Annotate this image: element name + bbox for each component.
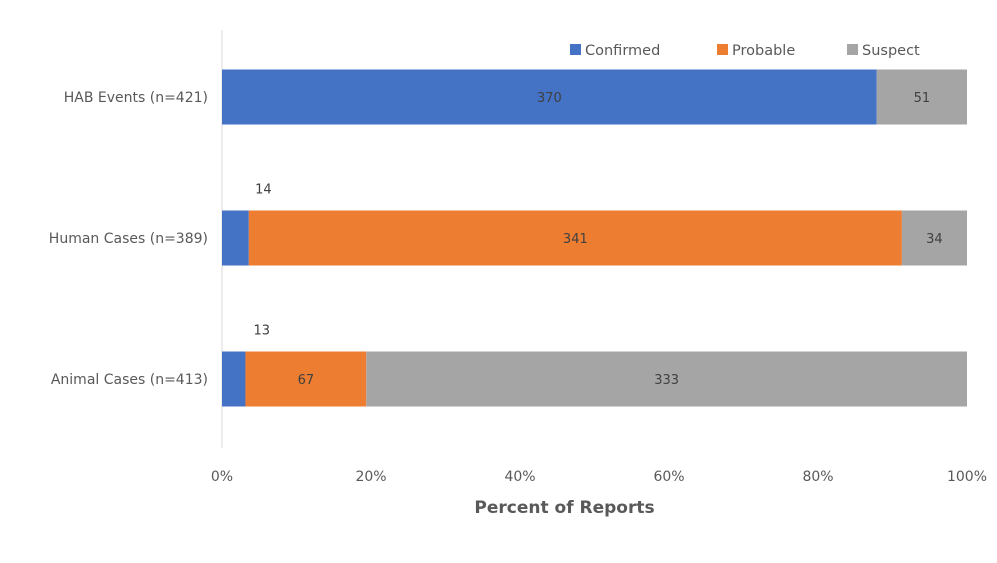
legend-swatch-suspect (847, 44, 858, 55)
x-tick-label: 40% (504, 469, 535, 485)
bar-human-cases-suspect (901, 210, 967, 266)
bar-human-cases-confirmed (222, 210, 249, 266)
x-axis-ticks: 0% 20% 40% 60% 80% 100% (211, 469, 987, 485)
x-tick-label: 60% (653, 469, 684, 485)
legend-swatch-confirmed (570, 44, 581, 55)
category-labels: HAB Events (n=421) Human Cases (n=389) Ani… (49, 90, 208, 388)
bar-animal-cases-suspect (366, 351, 967, 407)
category-label-human-cases: Human Cases (n=389) (49, 231, 208, 247)
legend-label-confirmed: Confirmed (585, 43, 660, 59)
x-tick-label: 100% (947, 469, 987, 485)
legend: Confirmed Probable Suspect (570, 43, 920, 59)
data-label-hab-events-confirmed: 370 (537, 91, 562, 106)
legend-label-probable: Probable (732, 43, 795, 59)
legend-swatch-probable (717, 44, 728, 55)
data-label-hab-events-suspect: 51 (914, 91, 931, 106)
data-label-animal-cases-probable: 67 (298, 373, 315, 388)
data-label-human-cases-suspect: 34 (926, 232, 943, 247)
data-label-animal-cases-confirmed: 13 (253, 324, 270, 339)
bars: 370 51 14 341 34 13 67 333 (222, 69, 967, 407)
category-label-animal-cases: Animal Cases (n=413) (51, 372, 208, 388)
x-tick-label: 0% (211, 469, 233, 485)
data-label-human-cases-probable: 341 (563, 232, 588, 247)
data-label-human-cases-confirmed: 14 (255, 183, 272, 198)
legend-label-suspect: Suspect (862, 43, 920, 59)
bar-hab-events-confirmed (222, 69, 877, 125)
x-tick-label: 20% (355, 469, 386, 485)
bar-human-cases-probable (248, 210, 902, 266)
category-label-hab-events: HAB Events (n=421) (64, 90, 208, 106)
bar-animal-cases-confirmed (222, 351, 246, 407)
x-axis-title: Percent of Reports (474, 498, 654, 518)
data-label-animal-cases-suspect: 333 (654, 373, 679, 388)
bar-hab-events-suspect (876, 69, 967, 125)
x-tick-label: 80% (802, 469, 833, 485)
bar-animal-cases-probable (245, 351, 367, 407)
